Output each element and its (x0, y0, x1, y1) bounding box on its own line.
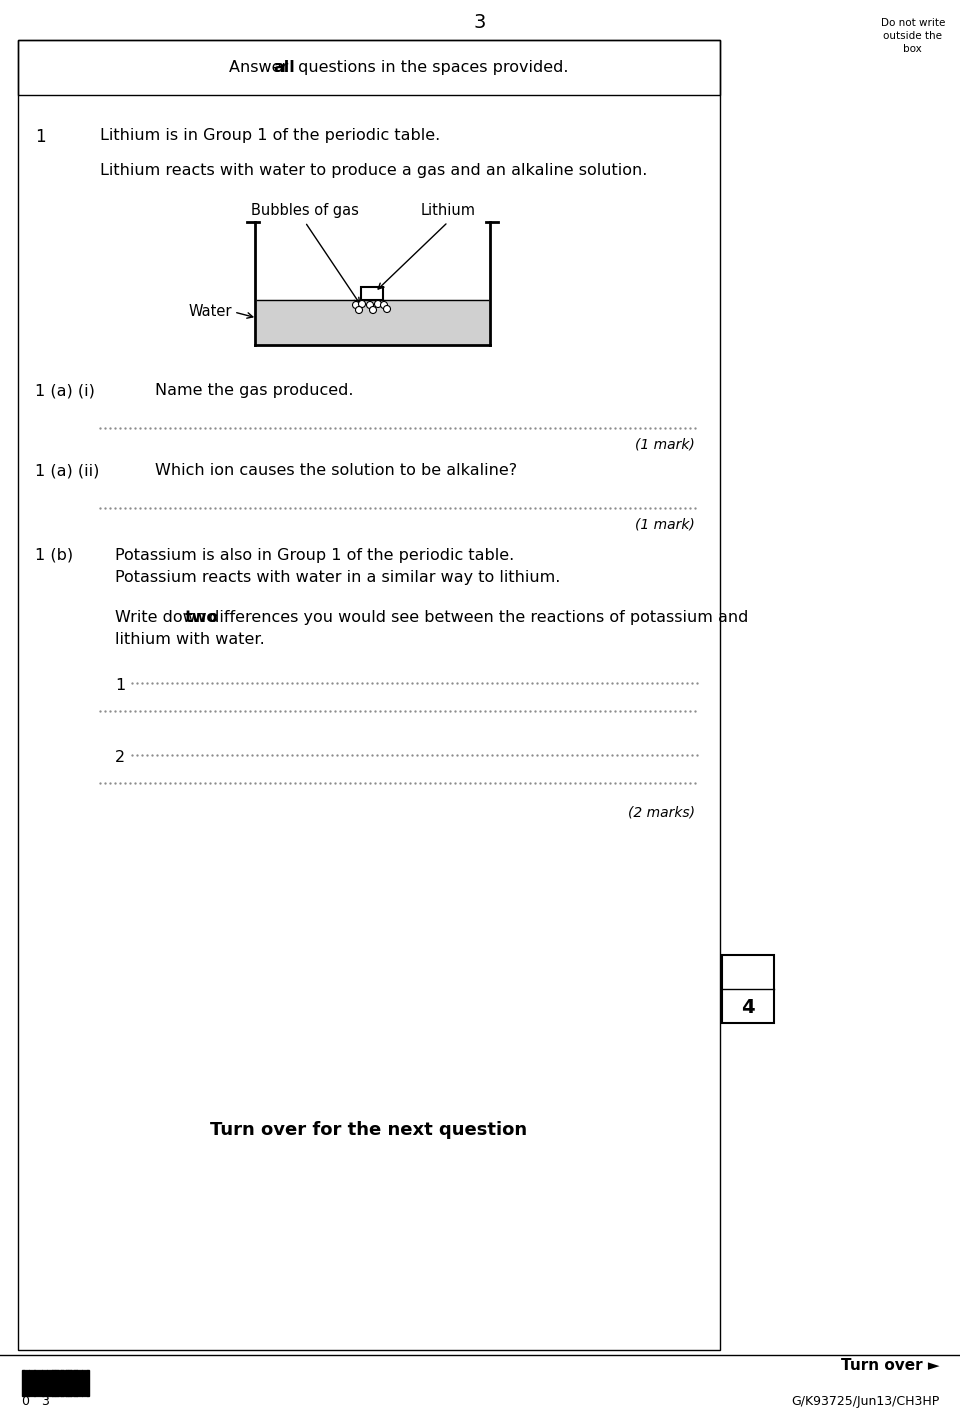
Text: Write down: Write down (115, 610, 211, 626)
Bar (39, 1370, 40, 1396)
Text: Lithium reacts with water to produce a gas and an alkaline solution.: Lithium reacts with water to produce a g… (100, 163, 647, 178)
Text: Which ion causes the solution to be alkaline?: Which ion causes the solution to be alka… (155, 464, 517, 478)
Text: Water: Water (188, 304, 232, 320)
Text: Do not write
outside the
box: Do not write outside the box (880, 18, 945, 55)
Bar (53, 1370, 55, 1396)
Text: 3: 3 (474, 13, 486, 31)
Circle shape (358, 300, 366, 307)
Circle shape (352, 302, 359, 309)
Circle shape (383, 306, 391, 313)
Text: two: two (185, 610, 218, 626)
Text: (2 marks): (2 marks) (628, 805, 695, 819)
Text: Answer: Answer (229, 61, 294, 75)
Text: G/K93725/Jun13/CH3HP: G/K93725/Jun13/CH3HP (792, 1395, 940, 1408)
Text: 0   3: 0 3 (22, 1395, 50, 1408)
Bar (40, 1370, 43, 1396)
Bar (73, 1370, 77, 1396)
Text: Lithium: Lithium (420, 203, 475, 218)
Text: Bubbles of gas: Bubbles of gas (252, 203, 359, 218)
Bar (31, 1370, 32, 1396)
Bar (33, 1370, 36, 1396)
Text: 1 (a) (i): 1 (a) (i) (35, 383, 95, 397)
Bar (71, 1370, 72, 1396)
Bar (64, 1370, 65, 1396)
Bar (56, 1370, 59, 1396)
Text: Lithium is in Group 1 of the periodic table.: Lithium is in Group 1 of the periodic ta… (100, 128, 441, 142)
Bar (86, 1370, 89, 1396)
Text: Turn over for the next question: Turn over for the next question (210, 1122, 528, 1138)
Bar (44, 1370, 45, 1396)
Bar (51, 1370, 52, 1396)
Bar (68, 1370, 70, 1396)
Text: Name the gas produced.: Name the gas produced. (155, 383, 353, 397)
Text: Potassium reacts with water in a similar way to lithium.: Potassium reacts with water in a similar… (115, 571, 561, 585)
Circle shape (374, 300, 381, 307)
Bar (22, 1370, 25, 1396)
Text: 1 (a) (ii): 1 (a) (ii) (35, 464, 100, 478)
Text: Turn over ►: Turn over ► (841, 1357, 940, 1372)
Bar (18, 39, 720, 1350)
Text: (1 mark): (1 mark) (636, 519, 695, 533)
Bar (80, 1370, 81, 1396)
Text: questions in the spaces provided.: questions in the spaces provided. (293, 61, 568, 75)
Bar (28, 1370, 30, 1396)
Bar (18, 39, 720, 94)
Bar (46, 1370, 48, 1396)
Text: differences you would see between the reactions of potassium and: differences you would see between the re… (204, 610, 748, 626)
Circle shape (380, 302, 388, 309)
Circle shape (367, 302, 373, 309)
Bar (26, 1370, 27, 1396)
Bar (722, 955, 774, 1023)
Circle shape (355, 307, 363, 313)
Text: lithium with water.: lithium with water. (115, 633, 265, 647)
Bar (81, 1370, 84, 1396)
Text: 2: 2 (115, 750, 125, 765)
Text: Potassium is also in Group 1 of the periodic table.: Potassium is also in Group 1 of the peri… (115, 548, 515, 564)
Bar (49, 1370, 50, 1396)
Bar (361, 286, 383, 300)
Bar (66, 1370, 67, 1396)
Circle shape (370, 307, 376, 313)
Text: 1: 1 (115, 678, 125, 693)
Bar (78, 1370, 79, 1396)
Text: all: all (274, 61, 296, 75)
Bar (84, 1370, 85, 1396)
Text: 1 (b): 1 (b) (35, 548, 73, 564)
Text: 1: 1 (35, 128, 46, 147)
Bar (37, 1370, 38, 1396)
Bar (61, 1370, 63, 1396)
Text: (1 mark): (1 mark) (636, 438, 695, 452)
Bar (257, 300, 488, 342)
Text: 4: 4 (741, 998, 755, 1017)
